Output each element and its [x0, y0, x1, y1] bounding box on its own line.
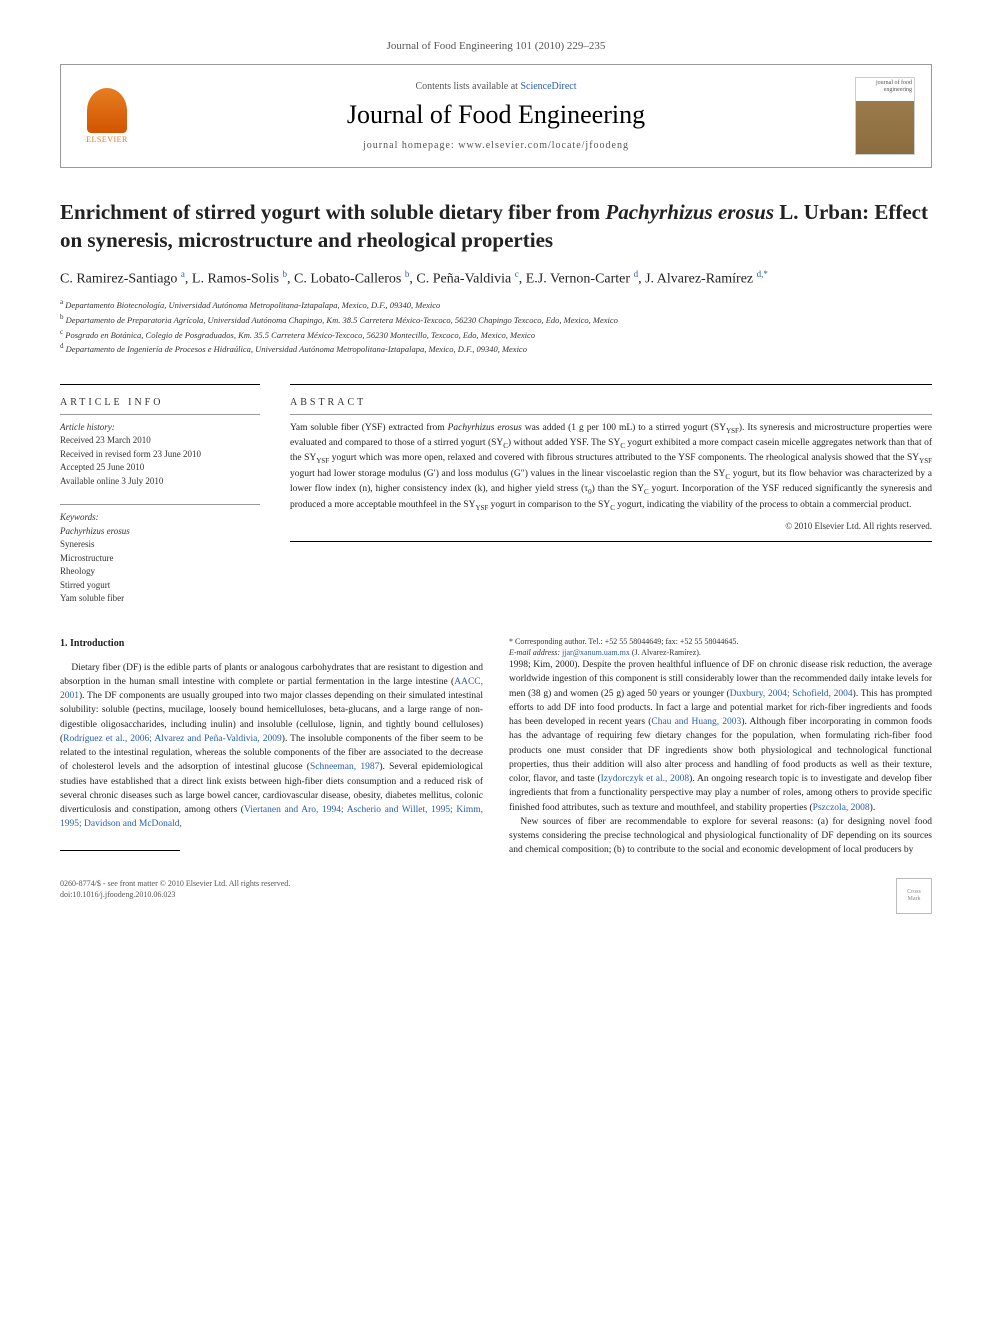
history-title: Article history: [60, 421, 260, 435]
footnote-email-link[interactable]: jjar@xanum.uam.mx [562, 648, 630, 657]
journal-header: ELSEVIER Contents lists available at Sci… [60, 64, 932, 168]
authors-list: C. Ramirez-Santiago a, L. Ramos-Solis b,… [60, 269, 932, 288]
affiliations: a Departamento Biotecnología, Universida… [60, 297, 932, 355]
affiliation-line: b Departamento de Preparatoria Agrícola,… [60, 312, 932, 327]
keyword-item: Syneresis [60, 538, 260, 552]
journal-homepage: journal homepage: www.elsevier.com/locat… [153, 140, 839, 151]
footnote-email-name: (J. Alvarez-Ramírez). [632, 648, 701, 657]
abstract-copyright: © 2010 Elsevier Ltd. All rights reserved… [290, 521, 932, 531]
title-pre: Enrichment of stirred yogurt with solubl… [60, 200, 605, 224]
article-history: Article history: Received 23 March 2010 … [60, 421, 260, 489]
article-title: Enrichment of stirred yogurt with solubl… [60, 198, 932, 255]
body-paragraph-2: New sources of fiber are recommendable t… [509, 815, 932, 858]
footnote-email-label: E-mail address: [509, 648, 560, 657]
keyword-item: Stirred yogurt [60, 579, 260, 593]
contents-available-line: Contents lists available at ScienceDirec… [153, 81, 839, 92]
affiliation-line: d Departamento de Ingeniería de Procesos… [60, 341, 932, 356]
journal-cover-thumbnail: journal of food engineering [855, 77, 915, 155]
keyword-item: Yam soluble fiber [60, 592, 260, 606]
history-received: Received 23 March 2010 [60, 434, 260, 448]
keywords-title: Keywords: [60, 511, 260, 525]
journal-name: Journal of Food Engineering [153, 100, 839, 130]
keyword-item: Microstructure [60, 552, 260, 566]
footnote-corr: * Corresponding author. Tel.: +52 55 580… [509, 636, 932, 647]
article-info-heading: article info [60, 397, 260, 408]
affiliation-line: a Departamento Biotecnología, Universida… [60, 297, 932, 312]
elsevier-logo-text: ELSEVIER [86, 135, 128, 144]
footer-doi: doi:10.1016/j.jfoodeng.2010.06.023 [60, 889, 290, 900]
homepage-url[interactable]: www.elsevier.com/locate/jfoodeng [458, 140, 629, 151]
crossmark-logo: CrossMark [896, 878, 932, 914]
history-revised: Received in revised form 23 June 2010 [60, 448, 260, 462]
journal-reference: Journal of Food Engineering 101 (2010) 2… [60, 40, 932, 52]
abstract-text: Yam soluble fiber (YSF) extracted from P… [290, 421, 932, 513]
footnote-separator [60, 850, 180, 851]
keyword-item: Pachyrhizus erosus [60, 525, 260, 539]
sciencedirect-link[interactable]: ScienceDirect [520, 81, 576, 92]
homepage-prefix: journal homepage: [363, 140, 458, 151]
body-paragraph-1-cont: 1998; Kim, 2000). Despite the proven hea… [509, 658, 932, 815]
body-text: 1. Introduction Dietary fiber (DF) is th… [60, 636, 932, 858]
title-species: Pachyrhizus erosus [605, 200, 774, 224]
contents-prefix: Contents lists available at [415, 81, 520, 92]
corresponding-author-footnote: * Corresponding author. Tel.: +52 55 580… [509, 636, 932, 658]
article-info-column: article info Article history: Received 2… [60, 376, 260, 606]
history-accepted: Accepted 25 June 2010 [60, 461, 260, 475]
abstract-column: abstract Yam soluble fiber (YSF) extract… [290, 376, 932, 606]
footer-issn: 0260-8774/$ - see front matter © 2010 El… [60, 878, 290, 889]
cover-text: journal of food engineering [856, 78, 914, 95]
page-footer: 0260-8774/$ - see front matter © 2010 El… [60, 872, 932, 914]
history-online: Available online 3 July 2010 [60, 475, 260, 489]
body-paragraph-1: Dietary fiber (DF) is the edible parts o… [60, 661, 483, 832]
affiliation-line: c Posgrado en Botánica, Colegio de Posgr… [60, 327, 932, 342]
section-1-heading: 1. Introduction [60, 636, 483, 651]
abstract-heading: abstract [290, 397, 932, 408]
keyword-item: Rheology [60, 565, 260, 579]
elsevier-logo: ELSEVIER [77, 81, 137, 151]
keywords-block: Keywords: Pachyrhizus erosusSyneresisMic… [60, 511, 260, 606]
